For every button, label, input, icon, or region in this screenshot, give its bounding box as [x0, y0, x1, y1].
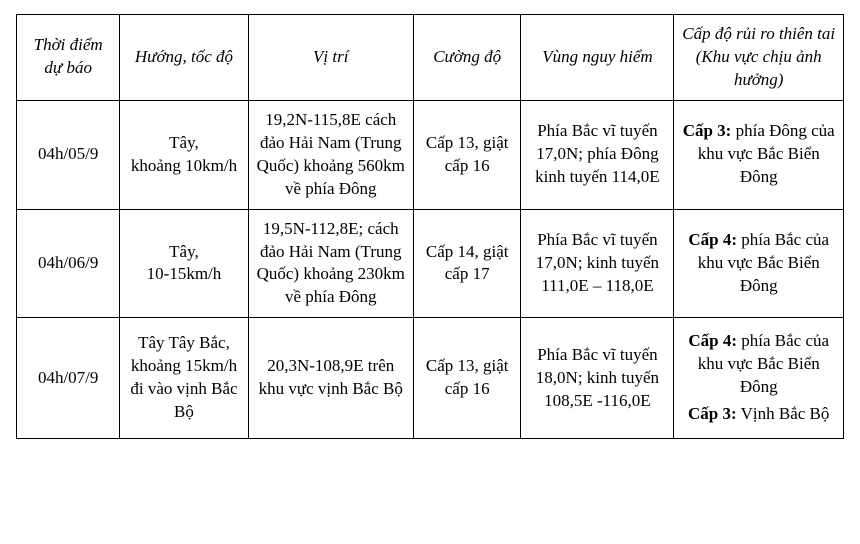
forecast-table: Thời điểm dự báo Hướng, tốc độ Vị trí Cư…	[16, 14, 844, 439]
risk-entry: Cấp 4: phía Bắc của khu vực Bắc Biển Đôn…	[680, 229, 837, 298]
header-time: Thời điểm dự báo	[17, 15, 120, 101]
cell-time: 04h/05/9	[17, 100, 120, 209]
cell-direction-speed: Tây,10-15km/h	[120, 209, 248, 318]
header-intensity: Cường độ	[413, 15, 521, 101]
cell-intensity: Cấp 13, giật cấp 16	[413, 100, 521, 209]
risk-entry: Cấp 3: phía Đông của khu vực Bắc Biển Đô…	[680, 120, 837, 189]
table-row: 04h/07/9Tây Tây Bắc, khoảng 15km/h đi và…	[17, 318, 844, 439]
header-danger: Vùng nguy hiểm	[521, 15, 674, 101]
cell-risk: Cấp 4: phía Bắc của khu vực Bắc Biển Đôn…	[674, 318, 844, 439]
cell-danger-zone: Phía Bắc vĩ tuyến 18,0N; kinh tuyến 108,…	[521, 318, 674, 439]
cell-position: 20,3N-108,9E trên khu vực vịnh Bắc Bộ	[248, 318, 413, 439]
cell-danger-zone: Phía Bắc vĩ tuyến 17,0N; kinh tuyến 111,…	[521, 209, 674, 318]
cell-time: 04h/07/9	[17, 318, 120, 439]
cell-danger-zone: Phía Bắc vĩ tuyến 17,0N; phía Đông kinh …	[521, 100, 674, 209]
cell-intensity: Cấp 14, giật cấp 17	[413, 209, 521, 318]
risk-entry: Cấp 4: phía Bắc của khu vực Bắc Biển Đôn…	[680, 330, 837, 399]
risk-level: Cấp 4:	[688, 331, 737, 350]
cell-direction-speed: Tây Tây Bắc, khoảng 15km/h đi vào vịnh B…	[120, 318, 248, 439]
forecast-tbody: 04h/05/9Tây,khoảng 10km/h19,2N-115,8E cá…	[17, 100, 844, 438]
cell-risk: Cấp 4: phía Bắc của khu vực Bắc Biển Đôn…	[674, 209, 844, 318]
header-risk: Cấp độ rủi ro thiên tai (Khu vực chịu ản…	[674, 15, 844, 101]
cell-position: 19,5N-112,8E; cách đảo Hải Nam (Trung Qu…	[248, 209, 413, 318]
risk-level: Cấp 4:	[688, 230, 737, 249]
header-position: Vị trí	[248, 15, 413, 101]
risk-level: Cấp 3:	[688, 404, 737, 423]
cell-position: 19,2N-115,8E cách đảo Hải Nam (Trung Quố…	[248, 100, 413, 209]
risk-level: Cấp 3:	[683, 121, 732, 140]
header-row: Thời điểm dự báo Hướng, tốc độ Vị trí Cư…	[17, 15, 844, 101]
header-direction: Hướng, tốc độ	[120, 15, 248, 101]
risk-entry: Cấp 3: Vịnh Bắc Bộ	[680, 403, 837, 426]
cell-intensity: Cấp 13, giật cấp 16	[413, 318, 521, 439]
cell-time: 04h/06/9	[17, 209, 120, 318]
table-row: 04h/06/9Tây,10-15km/h19,5N-112,8E; cách …	[17, 209, 844, 318]
cell-risk: Cấp 3: phía Đông của khu vực Bắc Biển Đô…	[674, 100, 844, 209]
risk-area: Vịnh Bắc Bộ	[737, 404, 830, 423]
table-row: 04h/05/9Tây,khoảng 10km/h19,2N-115,8E cá…	[17, 100, 844, 209]
cell-direction-speed: Tây,khoảng 10km/h	[120, 100, 248, 209]
